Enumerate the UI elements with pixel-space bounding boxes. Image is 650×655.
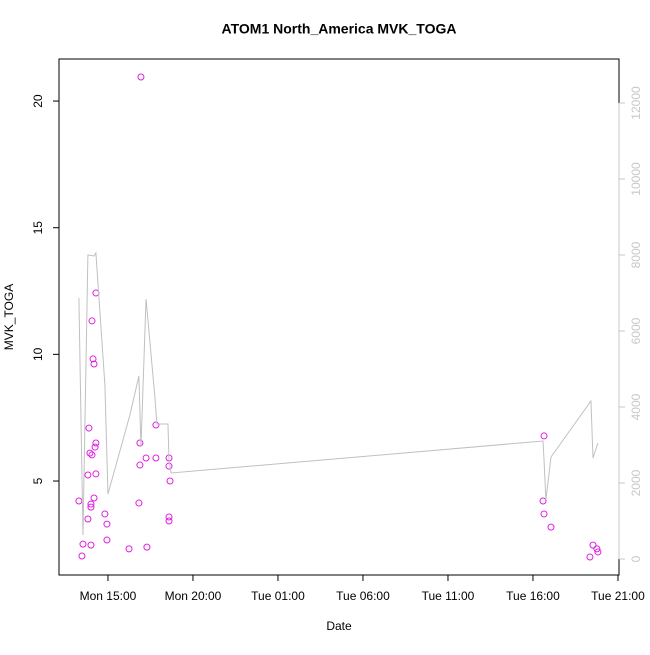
point [165, 462, 173, 470]
point [152, 454, 160, 462]
point [86, 449, 94, 457]
point [84, 471, 92, 479]
point [75, 497, 83, 505]
point [540, 432, 548, 440]
point [101, 510, 109, 518]
y2-tick-label: 8000 [629, 241, 643, 268]
y-tick-label: 20 [31, 94, 45, 108]
point [90, 360, 98, 368]
x-axis-label: Date [326, 619, 352, 633]
y-tick-label: 5 [31, 477, 45, 484]
point [87, 500, 95, 508]
x-tick-label: Tue 06:00 [336, 589, 390, 603]
point [136, 439, 144, 447]
x-tick-label: Tue 11:00 [422, 589, 475, 603]
point [593, 545, 601, 553]
point [88, 451, 96, 459]
point [586, 553, 594, 561]
plot-frame [58, 58, 620, 576]
point [87, 541, 95, 549]
y2-tick-label: 0 [629, 555, 643, 562]
point [143, 543, 151, 551]
point [142, 454, 150, 462]
point [103, 520, 111, 528]
x-tick-label: Mon 20:00 [165, 589, 222, 603]
x-tick-label: Tue 16:00 [506, 589, 560, 603]
y2-tick-label: 10000 [629, 162, 643, 196]
point [103, 536, 111, 544]
point [85, 424, 93, 432]
point [78, 552, 86, 560]
point [79, 540, 87, 548]
point [165, 513, 173, 521]
chart-title: ATOM1 North_America MVK_TOGA [222, 21, 457, 37]
point [594, 548, 602, 556]
point [137, 73, 145, 81]
y-axis-label: MVK_TOGA [2, 284, 16, 350]
point [89, 355, 97, 363]
point [92, 439, 100, 447]
point [91, 443, 99, 451]
point [92, 470, 100, 478]
point [88, 317, 96, 325]
x-tick-label: Mon 15:00 [80, 589, 137, 603]
x-tick-label: Tue 21:00 [591, 589, 645, 603]
point [589, 541, 597, 549]
point [540, 510, 548, 518]
point [87, 503, 95, 511]
y-tick-label: 15 [31, 221, 45, 235]
point [136, 461, 144, 469]
y2-tick-label: 4000 [629, 393, 643, 420]
point [135, 499, 143, 507]
point [84, 515, 92, 523]
point [539, 497, 547, 505]
point [152, 421, 160, 429]
point [90, 494, 98, 502]
y2-tick-label: 2000 [629, 469, 643, 496]
x-tick-label: Tue 01:00 [251, 589, 305, 603]
point [125, 545, 133, 553]
y-tick-label: 10 [31, 347, 45, 361]
y2-tick-label: 12000 [629, 86, 643, 120]
y2-tick-label: 6000 [629, 317, 643, 344]
point [166, 477, 174, 485]
point [165, 517, 173, 525]
line-series [78, 251, 599, 535]
point [547, 523, 555, 531]
